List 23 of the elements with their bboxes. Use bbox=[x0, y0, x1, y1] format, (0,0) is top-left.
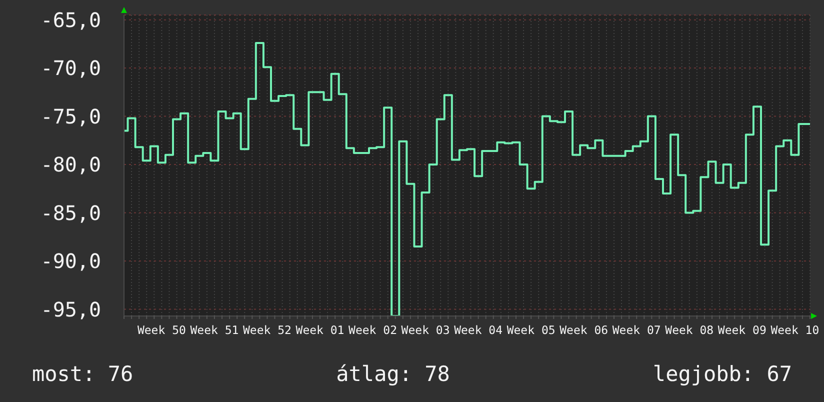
y-tick-label: -95,0 bbox=[40, 297, 101, 322]
x-tick-label: Week 10 bbox=[770, 323, 820, 338]
x-tick-label: Week 09 bbox=[718, 323, 766, 338]
x-tick-label: Week 02 bbox=[348, 323, 398, 338]
x-tick-label: Week 03 bbox=[401, 323, 450, 338]
x-tick-label: Week 04 bbox=[454, 323, 503, 338]
text: átlag: 78 bbox=[336, 362, 450, 386]
x-tick-label: Week 05 bbox=[506, 323, 556, 338]
x-tick-label: Week 06 bbox=[560, 323, 608, 338]
x-tick-label: Week 50 bbox=[137, 323, 186, 338]
x-tick-label: Week 01 bbox=[296, 323, 344, 338]
x-tick-label: Week 51 bbox=[190, 323, 239, 338]
y-tick-label: -70,0 bbox=[40, 56, 101, 80]
y-tick-label: -65,0 bbox=[40, 8, 101, 32]
x-tick-label: Week 52 bbox=[242, 323, 292, 338]
x-tick-label: Week 08 bbox=[665, 323, 714, 338]
y-tick-label: -80,0 bbox=[40, 152, 101, 177]
text: legjobb: 67 bbox=[652, 362, 792, 386]
y-tick-label: -90,0 bbox=[40, 249, 101, 274]
x-tick-label: Week 07 bbox=[612, 323, 661, 338]
y-tick-label: -85,0 bbox=[40, 200, 101, 225]
y-tick-label: -75,0 bbox=[40, 104, 101, 128]
text: most: 76 bbox=[32, 362, 134, 386]
